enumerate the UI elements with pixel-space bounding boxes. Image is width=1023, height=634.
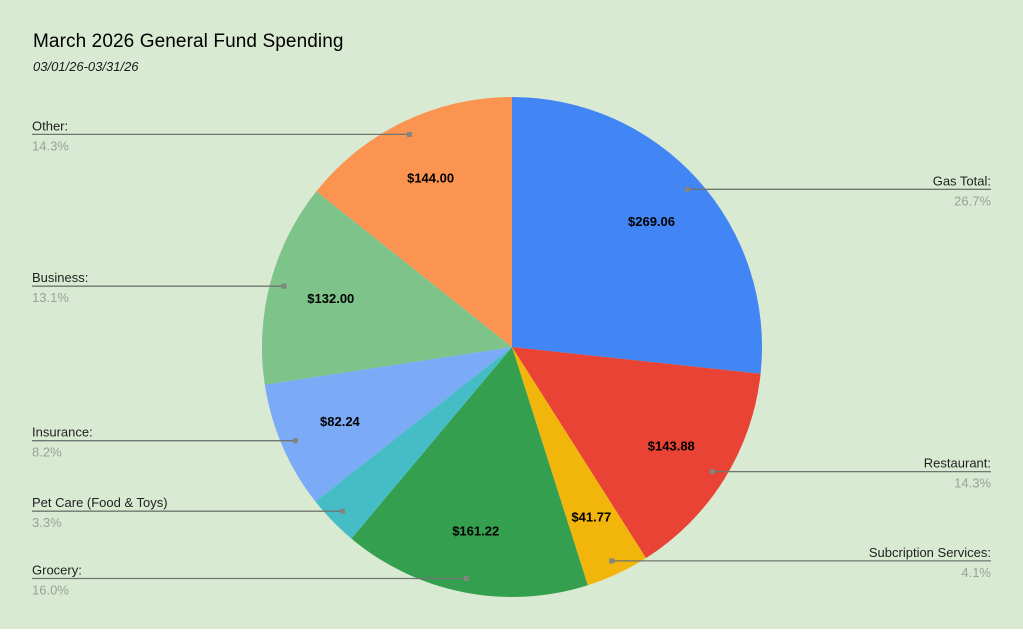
pie-slice-business[interactable] xyxy=(261,191,512,385)
leader-dot-insurance xyxy=(292,438,298,444)
slice-category-label-business: Business: xyxy=(32,270,88,285)
leader-dot-other xyxy=(407,131,412,137)
slice-value-label-grocery: $161.22 xyxy=(452,524,499,539)
slice-value-label-insurance: $82.24 xyxy=(320,414,361,429)
leader-dot-restaurant xyxy=(709,469,715,475)
pie-slice-subcription-services[interactable] xyxy=(512,347,646,586)
pie-slice-grocery[interactable] xyxy=(351,347,588,597)
slice-percent-label-business: 13.1% xyxy=(32,290,69,305)
slice-category-label-restaurant: Restaurant: xyxy=(924,456,991,471)
slice-value-label-business: $132.00 xyxy=(307,291,354,306)
pie-slice-other[interactable] xyxy=(316,97,512,347)
slice-percent-label-restaurant: 14.3% xyxy=(954,476,991,491)
pie-slice-insurance[interactable] xyxy=(264,347,512,502)
pie-slice-gas-total[interactable] xyxy=(512,97,763,374)
slice-percent-label-subcription-services: 4.1% xyxy=(961,565,991,580)
slice-percent-label-other: 14.3% xyxy=(32,138,69,153)
slice-category-label-subcription-services: Subcription Services: xyxy=(869,545,991,560)
chart-subtitle: 03/01/26-03/31/26 xyxy=(33,59,139,74)
slice-category-label-insurance: Insurance: xyxy=(32,425,93,440)
leader-dot-gas-total xyxy=(685,186,690,192)
pie-slice-restaurant[interactable] xyxy=(512,347,761,559)
leader-dot-subcription-services xyxy=(609,558,615,564)
chart-title: March 2026 General Fund Spending xyxy=(33,31,344,52)
slice-category-label-grocery: Grocery: xyxy=(32,563,82,578)
slice-category-label-other: Other: xyxy=(32,118,68,133)
slice-value-label-gas-total: $269.06 xyxy=(628,214,675,229)
slice-value-label-other: $144.00 xyxy=(407,171,454,186)
slice-percent-label-insurance: 8.2% xyxy=(32,445,62,460)
slice-category-label-gas-total: Gas Total: xyxy=(933,173,991,188)
leader-dot-business xyxy=(281,283,287,289)
slice-percent-label-gas-total: 26.7% xyxy=(954,193,991,208)
slice-category-label-pet-care-food-toys: Pet Care (Food & Toys) xyxy=(32,495,168,510)
leader-dot-grocery xyxy=(463,576,469,581)
slice-value-label-subcription-services: $41.77 xyxy=(571,509,611,524)
pie-slice-pet-care-food-toys[interactable] xyxy=(315,347,512,539)
slice-percent-label-grocery: 16.0% xyxy=(32,583,69,598)
slice-percent-label-pet-care-food-toys: 3.3% xyxy=(32,515,62,530)
slice-value-label-restaurant: $143.88 xyxy=(648,439,695,454)
leader-dot-pet-care-food-toys xyxy=(340,508,345,514)
